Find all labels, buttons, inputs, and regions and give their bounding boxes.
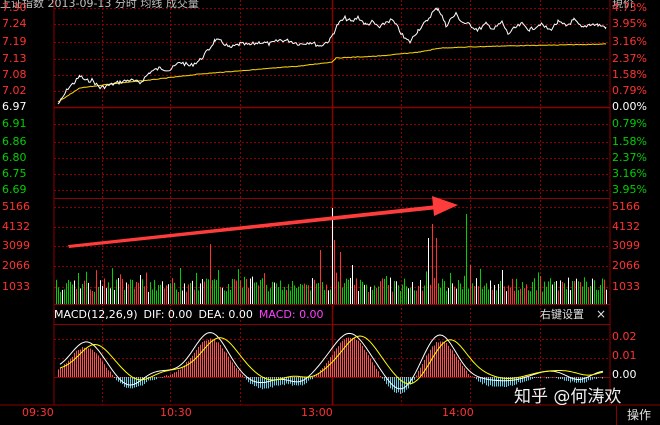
price-left-tick: 6.86 [2,135,27,148]
vol-right-tick: 3099 [612,239,640,252]
chart-header: 上证指数 2013-09-13 分时 均线 成交量 現价 [0,0,660,8]
price-right-tick: 3.95% [612,183,647,196]
macd-histogram [58,337,603,394]
macd-dif: DIF: 0.00 [143,308,193,321]
macd-label: MACD(12,26,9) [54,308,138,321]
trend-arrow [68,196,458,248]
time-tick: 14:00 [442,406,474,419]
price-right-tick: 3.16% [612,167,647,180]
vol-left-tick: 2066 [2,259,30,272]
trend-arrow-shaft [68,205,438,248]
macd-dea: DEA: 0.00 [198,308,253,321]
price-right-tick: 4.73% [612,1,647,14]
price-line [57,7,607,105]
price-left-tick: 7.19 [2,35,27,48]
price-left-tick: 6.97 [2,100,27,113]
chart-header-right-label: 現价 [612,0,634,8]
price-right-tick: 0.79% [612,117,647,130]
price-left-tick: 6.69 [2,183,27,196]
macd-axis-tick: 0.01 [612,349,637,362]
trend-arrow-head [432,196,458,216]
price-left-tick: 7.30 [2,1,27,14]
macd-settings-label[interactable]: 右键设置 [540,308,584,321]
chart-grid [0,0,660,406]
vol-right-tick: 4132 [612,220,640,233]
vol-left-tick: 5166 [2,200,30,213]
dea-line [59,335,604,385]
dif-line [59,332,604,390]
price-left-tick: 7.13 [2,52,27,65]
vol-right-tick: 5166 [612,200,640,213]
chart-header-title: 上证指数 2013-09-13 分时 均线 成交量 [0,0,199,8]
vol-right-tick: 2066 [612,259,640,272]
vol-right-tick: 1033 [612,280,640,293]
time-tick: 10:30 [160,406,192,419]
price-left-tick: 6.91 [2,117,27,130]
price-right-tick: 3.95% [612,17,647,30]
macd-axis-tick: 0.02 [612,330,637,343]
price-right-tick: 1.58% [612,135,647,148]
average-price-line [57,43,607,103]
vol-left-tick: 3099 [2,239,30,252]
price-right-tick: 2.37% [612,52,647,65]
vol-left-tick: 4132 [2,220,30,233]
macd-header: MACD(12,26,9) DIF: 0.00 DEA: 0.00 MACD: 0.0… [54,308,610,322]
price-right-tick: 2.37% [612,151,647,164]
price-right-tick: 0.00% [612,100,647,113]
price-right-tick: 0.79% [612,84,647,97]
macd-close-icon[interactable]: × [596,307,607,321]
macd-axis-tick: 0.00 [612,368,637,381]
operate-button[interactable]: 操作 [616,406,660,425]
macd-value: MACD: 0.00 [258,308,324,321]
time-tick: 13:00 [301,406,333,419]
price-left-tick: 7.02 [2,84,27,97]
volume-bars [56,208,607,304]
price-left-tick: 7.24 [2,17,27,30]
price-right-tick: 3.16% [612,35,647,48]
time-tick: 09:30 [22,406,54,419]
price-right-tick: 1.58% [612,68,647,81]
price-left-tick: 7.08 [2,68,27,81]
watermark-text: 知乎 @何涛欢 [514,387,622,407]
price-left-tick: 6.80 [2,151,27,164]
vol-left-tick: 1033 [2,280,30,293]
price-left-tick: 6.75 [2,167,27,180]
